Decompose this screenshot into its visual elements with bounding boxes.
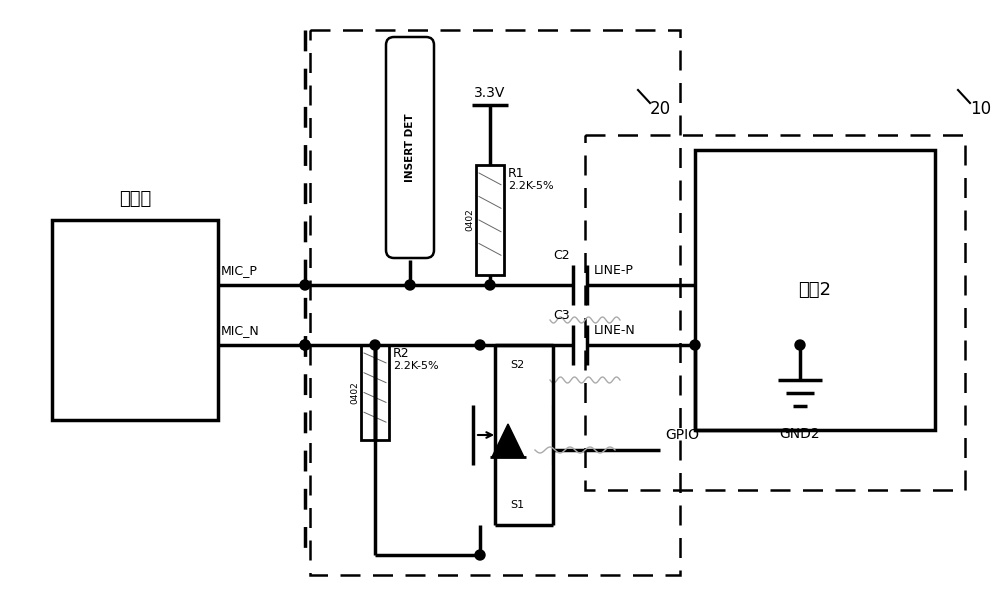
Circle shape (485, 280, 495, 290)
Text: C2: C2 (553, 249, 570, 262)
Text: 20: 20 (650, 100, 671, 118)
Text: S2: S2 (510, 360, 524, 370)
Circle shape (370, 340, 380, 350)
Text: S1: S1 (510, 500, 524, 510)
Text: 0402: 0402 (465, 208, 474, 231)
Text: MIC_P: MIC_P (221, 264, 258, 277)
Circle shape (300, 340, 310, 350)
Text: 麦克风: 麦克风 (119, 190, 151, 208)
Text: C3: C3 (553, 309, 570, 322)
Text: 3.3V: 3.3V (474, 86, 506, 100)
Circle shape (300, 280, 310, 290)
Text: LINE-P: LINE-P (594, 264, 634, 277)
Circle shape (475, 340, 485, 350)
Text: 2.2K-5%: 2.2K-5% (393, 361, 439, 371)
Text: 0402: 0402 (350, 381, 359, 404)
Bar (361, 345, 389, 440)
Circle shape (690, 340, 700, 350)
Text: 系统2: 系统2 (798, 281, 832, 299)
Text: INSERT DET: INSERT DET (405, 113, 415, 182)
Text: 10: 10 (970, 100, 991, 118)
Bar (695, 150, 935, 430)
Bar (52, 220, 218, 420)
Circle shape (475, 550, 485, 560)
Circle shape (405, 280, 415, 290)
Text: MIC_N: MIC_N (221, 324, 260, 337)
Bar (585, 135, 965, 490)
Circle shape (300, 340, 310, 350)
Text: R2: R2 (393, 347, 410, 360)
Text: LINE-N: LINE-N (594, 324, 636, 337)
Polygon shape (492, 424, 524, 457)
Circle shape (795, 340, 805, 350)
Text: 2.2K-5%: 2.2K-5% (508, 181, 554, 191)
Bar (476, 165, 504, 275)
Text: GPIO: GPIO (665, 428, 699, 442)
Text: GND2: GND2 (780, 427, 820, 441)
Text: R1: R1 (508, 167, 525, 180)
Bar (310, 30, 680, 575)
